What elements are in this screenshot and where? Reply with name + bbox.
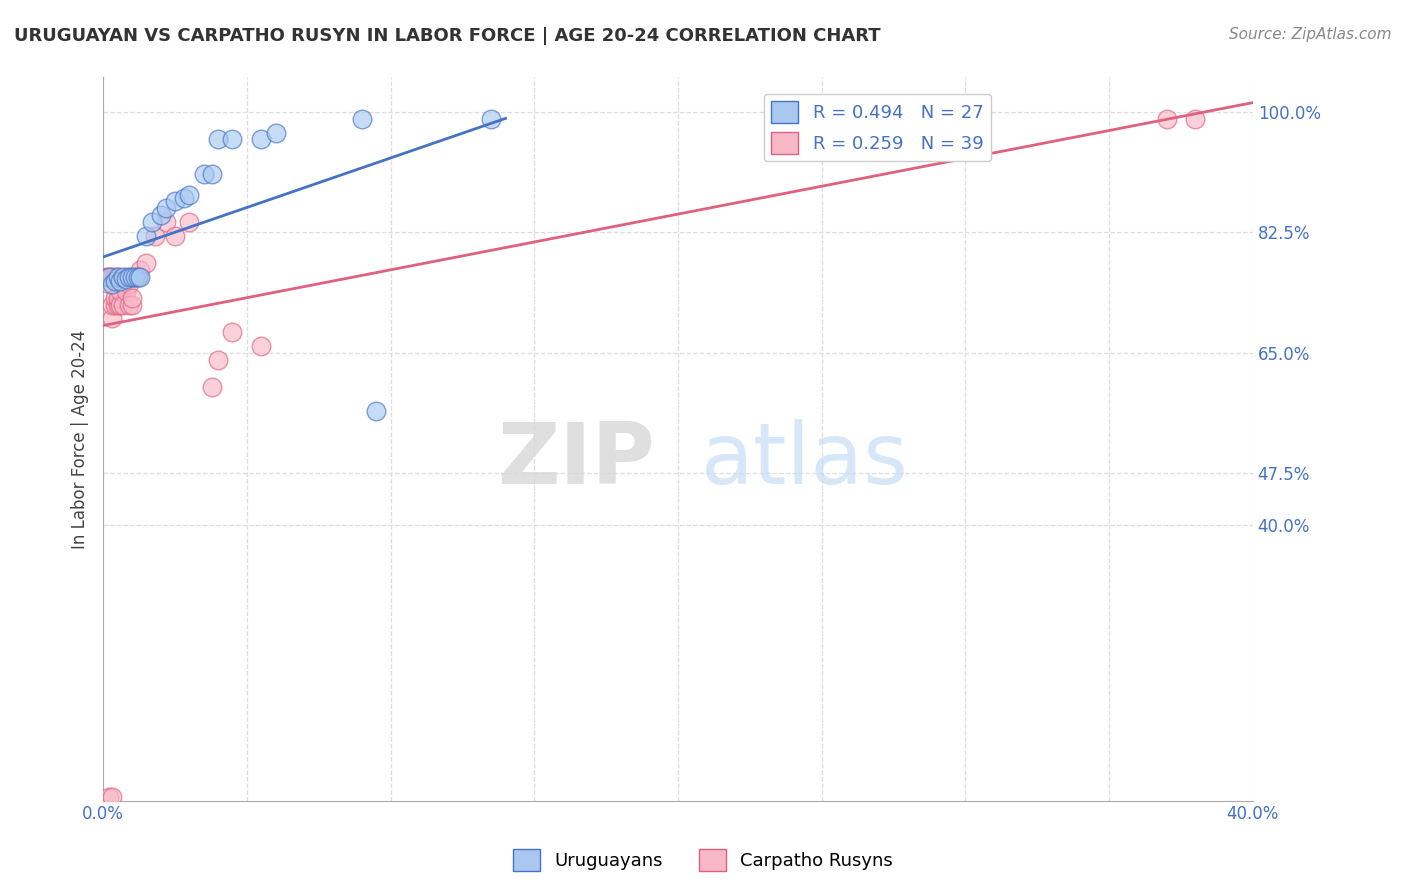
Point [94,270,117,285]
Point [121,298,143,312]
Point [100,311,122,326]
Text: ZIP: ZIP [498,419,655,502]
Point [135,256,157,270]
Point [221,326,243,340]
Legend: R = 0.494   N = 27, R = 0.259   N = 39: R = 0.494 N = 27, R = 0.259 N = 39 [763,94,991,161]
Point [107,270,129,285]
Legend: Uruguayans, Carpatho Rusyns: Uruguayans, Carpatho Rusyns [506,842,900,879]
Point [149,208,172,222]
Point [112,298,135,312]
Point [104,291,127,305]
Point [115,271,138,285]
Point [124,270,146,285]
Point [135,228,157,243]
Point [100,277,122,291]
Point [479,112,502,126]
Point [207,352,229,367]
Point [155,202,177,216]
Point [118,277,141,291]
Point [201,167,224,181]
Point [173,191,195,205]
Text: atlas: atlas [702,419,908,502]
Point [366,404,388,418]
Point [127,270,149,285]
Point [97,790,120,805]
Point [110,284,132,298]
Point [264,126,287,140]
Point [100,790,122,805]
Point [1156,112,1178,126]
Point [127,270,149,285]
Text: Source: ZipAtlas.com: Source: ZipAtlas.com [1229,27,1392,42]
Point [1184,112,1206,126]
Point [107,291,129,305]
Point [104,274,127,288]
Point [100,270,122,285]
Point [129,263,152,277]
Point [100,298,122,312]
Point [112,270,135,285]
Point [221,132,243,146]
Point [250,132,273,146]
Point [104,298,127,312]
Point [179,215,201,229]
Point [179,187,201,202]
Point [155,215,177,229]
Point [121,291,143,305]
Point [163,228,186,243]
Point [201,380,224,394]
Text: URUGUAYAN VS CARPATHO RUSYN IN LABOR FORCE | AGE 20-24 CORRELATION CHART: URUGUAYAN VS CARPATHO RUSYN IN LABOR FOR… [14,27,880,45]
Point [124,270,146,285]
Point [350,112,373,126]
Point [112,277,135,291]
Point [107,298,129,312]
Point [115,284,138,298]
Point [143,228,166,243]
Point [118,298,141,312]
Point [141,215,163,229]
Point [250,339,273,353]
Point [110,298,132,312]
Point [163,194,186,209]
Point [129,270,152,285]
Point [207,132,229,146]
Point [97,270,120,285]
Y-axis label: In Labor Force | Age 20-24: In Labor Force | Age 20-24 [72,329,89,549]
Point [97,277,120,291]
Point [121,270,143,285]
Point [118,270,141,285]
Point [104,270,127,285]
Point [107,270,129,285]
Point [115,270,138,285]
Point [110,274,132,288]
Point [97,270,120,285]
Point [193,167,215,181]
